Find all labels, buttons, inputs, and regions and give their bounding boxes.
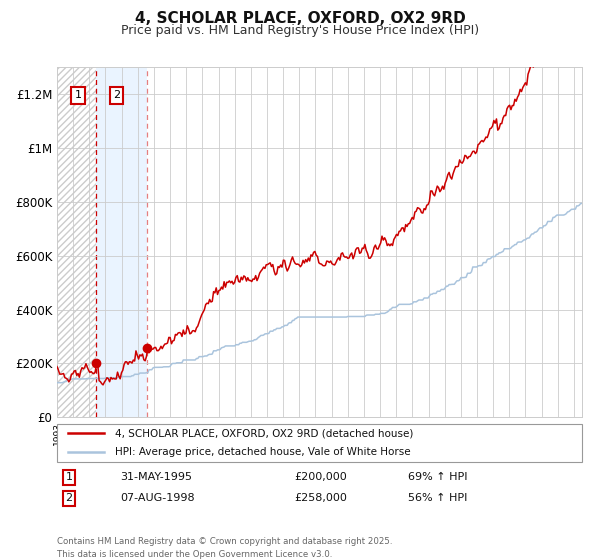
Text: 1: 1 bbox=[74, 91, 82, 100]
Text: 4, SCHOLAR PLACE, OXFORD, OX2 9RD: 4, SCHOLAR PLACE, OXFORD, OX2 9RD bbox=[134, 11, 466, 26]
Text: 56% ↑ HPI: 56% ↑ HPI bbox=[408, 493, 467, 503]
Text: 31-MAY-1995: 31-MAY-1995 bbox=[120, 472, 192, 482]
Text: HPI: Average price, detached house, Vale of White Horse: HPI: Average price, detached house, Vale… bbox=[115, 447, 410, 458]
Text: 1: 1 bbox=[65, 472, 73, 482]
Text: 2: 2 bbox=[65, 493, 73, 503]
Text: 4, SCHOLAR PLACE, OXFORD, OX2 9RD (detached house): 4, SCHOLAR PLACE, OXFORD, OX2 9RD (detac… bbox=[115, 428, 413, 438]
Text: Price paid vs. HM Land Registry's House Price Index (HPI): Price paid vs. HM Land Registry's House … bbox=[121, 24, 479, 36]
Text: Contains HM Land Registry data © Crown copyright and database right 2025.
This d: Contains HM Land Registry data © Crown c… bbox=[57, 538, 392, 559]
Bar bbox=[96, 67, 148, 417]
Text: £200,000: £200,000 bbox=[294, 472, 347, 482]
Bar bbox=[57, 67, 96, 417]
Text: 69% ↑ HPI: 69% ↑ HPI bbox=[408, 472, 467, 482]
FancyBboxPatch shape bbox=[57, 424, 582, 462]
Text: 07-AUG-1998: 07-AUG-1998 bbox=[120, 493, 194, 503]
Text: 2: 2 bbox=[113, 91, 121, 100]
Text: £258,000: £258,000 bbox=[294, 493, 347, 503]
